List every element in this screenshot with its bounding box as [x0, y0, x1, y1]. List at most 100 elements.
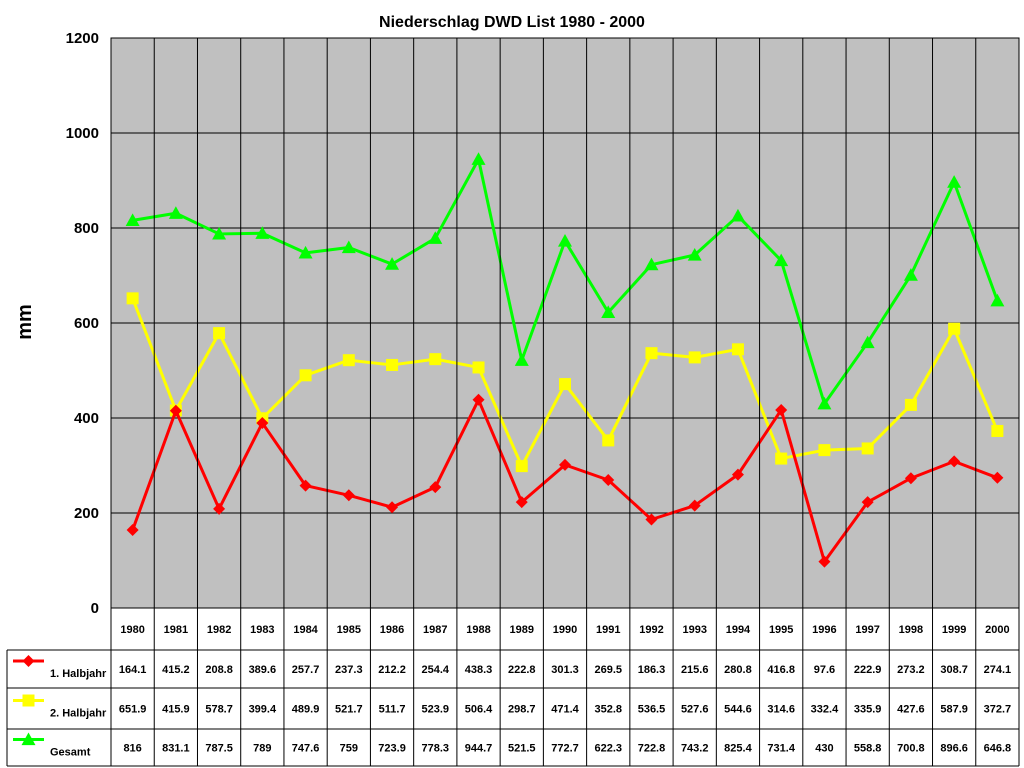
- table-value-cell: 506.4: [465, 704, 493, 716]
- y-tick-label: 200: [74, 505, 99, 522]
- data-point: [212, 226, 227, 240]
- table-value-cell: 722.8: [638, 743, 666, 755]
- table-value-cell: 427.6: [897, 704, 925, 716]
- table-value-cell: 587.9: [940, 704, 968, 716]
- data-point: [213, 327, 226, 340]
- chart-title: Niederschlag DWD List 1980 - 2000: [379, 14, 645, 31]
- data-point: [860, 335, 875, 349]
- category-label: 1984: [293, 624, 318, 636]
- table-value-cell: 257.7: [292, 664, 320, 676]
- legend-key-marker: [22, 655, 35, 667]
- data-point: [125, 213, 140, 226]
- data-point: [602, 434, 615, 447]
- legend-series-name: Gesamt: [50, 747, 91, 759]
- y-tick-label: 600: [74, 315, 99, 332]
- data-point: [428, 231, 443, 244]
- data-point: [342, 489, 355, 502]
- table-value-cell: 471.4: [551, 704, 579, 716]
- data-point: [948, 455, 961, 468]
- data-point: [818, 444, 831, 457]
- table-value-cell: 308.7: [940, 664, 968, 676]
- table-value-cell: 430: [815, 743, 833, 755]
- table-value-cell: 274.1: [984, 664, 1012, 676]
- table-value-cell: 415.9: [162, 704, 190, 716]
- data-point: [169, 404, 182, 417]
- data-point: [342, 354, 355, 367]
- category-label: 1988: [466, 624, 490, 636]
- category-label: 1999: [942, 624, 966, 636]
- table-value-cell: 723.9: [378, 743, 406, 755]
- data-point: [602, 473, 615, 486]
- table-value-cell: 523.9: [422, 704, 450, 716]
- table-value-cell: 254.4: [422, 664, 450, 676]
- table-value-cell: 816: [123, 743, 141, 755]
- table-value-cell: 222.8: [508, 664, 536, 676]
- data-point: [168, 206, 183, 219]
- table-value-cell: 700.8: [897, 743, 925, 755]
- category-label: 1991: [596, 624, 620, 636]
- table-value-cell: 896.6: [940, 743, 968, 755]
- data-point: [472, 361, 485, 374]
- table-value-cell: 97.6: [814, 664, 835, 676]
- table-value-cell: 416.8: [767, 664, 795, 676]
- table-value-cell: 787.5: [205, 743, 233, 755]
- table-value-cell: 578.7: [205, 704, 233, 716]
- data-point: [514, 353, 529, 366]
- table-value-cell: 527.6: [681, 704, 709, 716]
- table-value-cell: 759: [340, 743, 358, 755]
- data-point: [601, 305, 616, 319]
- y-tick-label: 400: [74, 410, 99, 427]
- data-point: [644, 257, 659, 271]
- data-point: [645, 513, 658, 526]
- category-label: 1996: [812, 624, 836, 636]
- table-value-cell: 558.8: [854, 743, 882, 755]
- category-label: 2000: [985, 624, 1009, 636]
- legend-key-marker: [22, 694, 35, 707]
- data-point: [947, 175, 962, 188]
- table-value-cell: 778.3: [422, 743, 450, 755]
- data-point: [990, 293, 1005, 307]
- data-point: [904, 472, 917, 485]
- data-point: [861, 442, 874, 455]
- table-value-cell: 212.2: [378, 664, 406, 676]
- table-value-cell: 208.8: [205, 664, 233, 676]
- data-point: [471, 152, 486, 165]
- y-tick-label: 800: [74, 220, 99, 237]
- y-tick-label: 1000: [66, 125, 99, 142]
- table-value-cell: 622.3: [594, 743, 622, 755]
- category-label: 1986: [380, 624, 404, 636]
- data-point: [126, 524, 139, 537]
- table-value-cell: 646.8: [984, 743, 1012, 755]
- data-point: [559, 378, 571, 391]
- data-point: [559, 458, 571, 471]
- data-point: [903, 268, 918, 281]
- data-point: [429, 481, 442, 494]
- data-point: [255, 226, 270, 239]
- data-point: [645, 347, 658, 360]
- data-point: [861, 496, 874, 509]
- data-point: [818, 555, 831, 568]
- data-point: [991, 424, 1004, 437]
- data-point: [299, 479, 312, 492]
- category-label: 1983: [250, 624, 274, 636]
- category-label: 1987: [423, 624, 447, 636]
- data-point: [688, 499, 701, 512]
- table-value-cell: 772.7: [551, 743, 579, 755]
- table-value-cell: 521.7: [335, 704, 363, 716]
- table-value-cell: 273.2: [897, 664, 925, 676]
- data-point: [730, 208, 745, 222]
- category-label: 1993: [682, 624, 706, 636]
- table-value-cell: 489.9: [292, 704, 320, 716]
- table-value-cell: 237.3: [335, 664, 363, 676]
- table-value-cell: 389.6: [249, 664, 277, 676]
- category-label: 1990: [553, 624, 577, 636]
- data-point: [213, 502, 226, 515]
- category-label: 1982: [207, 624, 231, 636]
- data-point: [904, 398, 917, 411]
- table-value-cell: 352.8: [594, 704, 622, 716]
- data-point: [386, 501, 399, 514]
- category-label: 1980: [120, 624, 144, 636]
- data-point: [817, 396, 832, 410]
- table-value-cell: 222.9: [854, 664, 882, 676]
